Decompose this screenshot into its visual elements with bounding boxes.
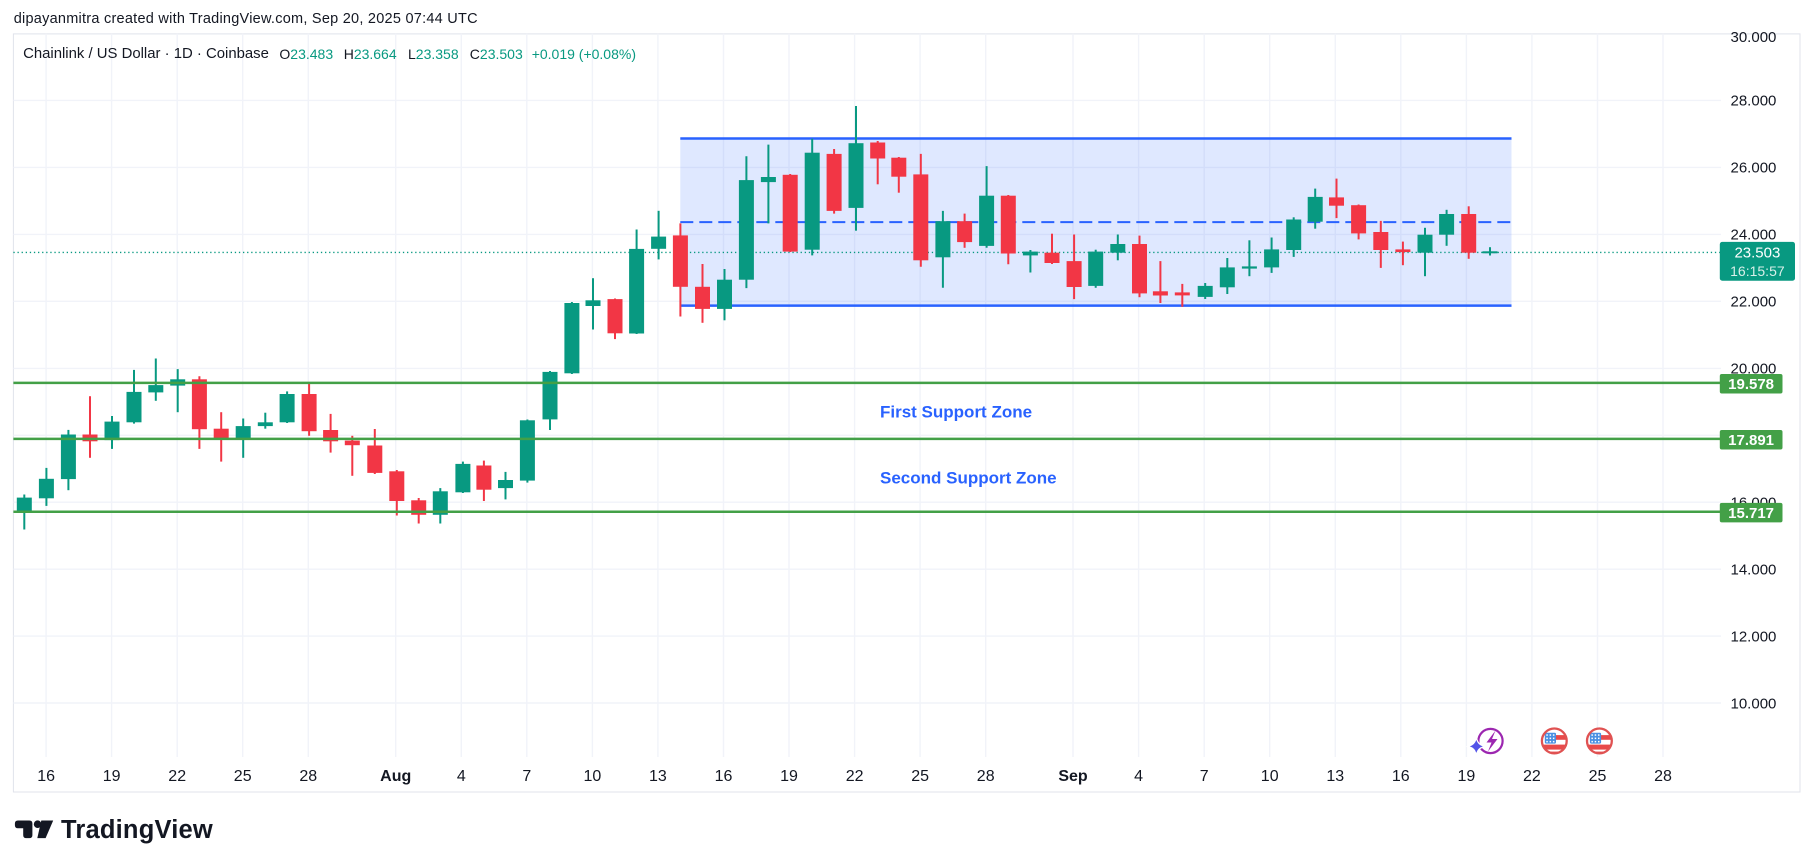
svg-text:25: 25 — [911, 768, 929, 785]
svg-text:28: 28 — [977, 768, 995, 785]
svg-text:10: 10 — [1261, 768, 1279, 785]
svg-text:19: 19 — [103, 768, 121, 785]
svg-text:7: 7 — [522, 768, 531, 785]
svg-text:19: 19 — [1458, 768, 1476, 785]
svg-text:12.000: 12.000 — [1731, 628, 1777, 645]
svg-text:19: 19 — [780, 768, 798, 785]
svg-text:22: 22 — [168, 768, 186, 785]
svg-text:22.000: 22.000 — [1731, 294, 1777, 311]
svg-text:4: 4 — [1134, 768, 1143, 785]
svg-text:16: 16 — [1392, 768, 1410, 785]
svg-text:28.000: 28.000 — [1731, 93, 1777, 110]
svg-text:TradingView: TradingView — [61, 816, 213, 844]
svg-text:4: 4 — [457, 768, 466, 785]
svg-text:10.000: 10.000 — [1731, 695, 1777, 712]
svg-text:17.891: 17.891 — [1728, 432, 1774, 449]
svg-text:13: 13 — [1326, 768, 1344, 785]
svg-text:19.578: 19.578 — [1728, 376, 1774, 393]
svg-text:Second Support Zone: Second Support Zone — [880, 469, 1057, 488]
svg-text:25: 25 — [1589, 768, 1607, 785]
svg-text:15.717: 15.717 — [1728, 505, 1774, 522]
svg-text:26.000: 26.000 — [1731, 160, 1777, 177]
svg-text:16: 16 — [715, 768, 733, 785]
svg-text:20.000: 20.000 — [1731, 361, 1777, 378]
svg-text:23.503: 23.503 — [1734, 244, 1780, 261]
svg-text:13: 13 — [649, 768, 667, 785]
svg-text:28: 28 — [1654, 768, 1672, 785]
svg-text:Aug: Aug — [380, 768, 411, 785]
svg-text:28: 28 — [299, 768, 317, 785]
svg-text:22: 22 — [1523, 768, 1541, 785]
svg-text:30.000: 30.000 — [1731, 29, 1777, 46]
svg-text:16: 16 — [37, 768, 55, 785]
svg-text:25: 25 — [234, 768, 252, 785]
svg-text:10: 10 — [584, 768, 602, 785]
svg-text:Sep: Sep — [1058, 768, 1088, 785]
svg-text:First Support Zone: First Support Zone — [880, 403, 1032, 422]
svg-text:14.000: 14.000 — [1731, 562, 1777, 579]
svg-text:16:15:57: 16:15:57 — [1730, 263, 1785, 279]
svg-text:24.000: 24.000 — [1731, 227, 1777, 244]
svg-text:7: 7 — [1200, 768, 1209, 785]
svg-text:22: 22 — [846, 768, 864, 785]
